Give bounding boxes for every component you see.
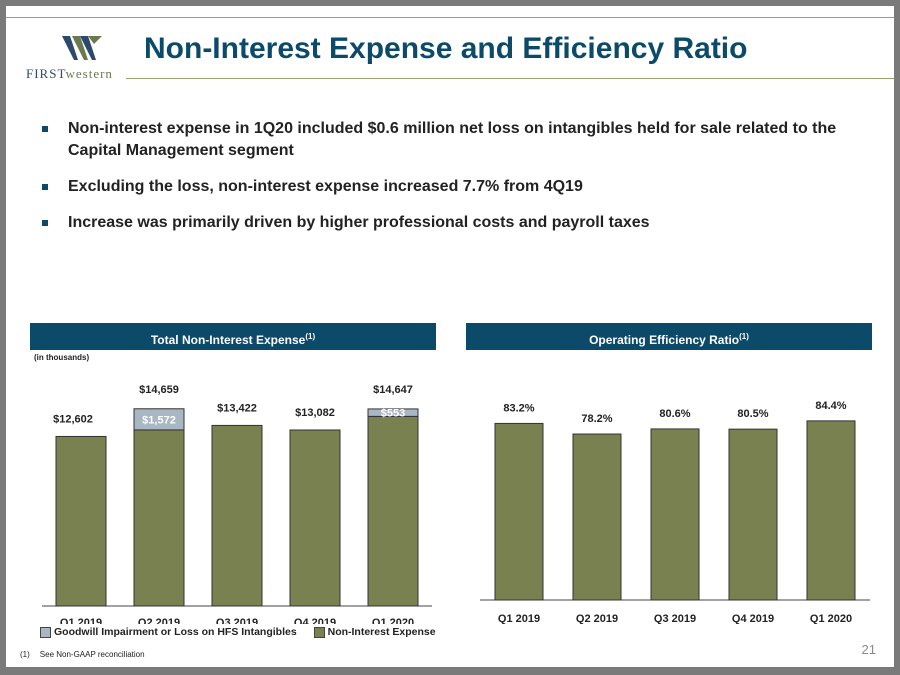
x-tick-label-0: Q1 2019 [498,613,540,624]
bar-goodwill-4 [367,408,419,417]
total-label-3: $13,082 [295,407,335,419]
bar-nie-0 [55,435,107,607]
legend-label-goodwill: Goodwill Impairment or Loss on HFS Intan… [54,626,297,638]
bullet-square-icon [42,184,48,190]
x-tick-label-2: Q3 2019 [216,617,258,624]
non-interest-expense-chart: $12,602 Q1 2019 $1,572 $14,659 Q2 2019 $13,42… [42,384,432,624]
bar-efficiency-0 [494,422,544,601]
legend-swatch-goodwill [40,626,51,638]
footnote-marker: (1) [20,650,30,659]
value-label-1: 78.2% [581,413,612,425]
slide: FIRSTwestern Non-Interest Expense and Ef… [6,6,894,667]
value-label-3: 80.5% [737,408,768,420]
first-western-logo-icon [62,36,102,60]
bullet-square-icon [42,126,48,132]
x-tick-label-3: Q4 2019 [732,613,774,624]
page-title: Non-Interest Expense and Efficiency Rati… [144,32,748,65]
legend-label-nie: Non-Interest Expense [327,626,436,638]
top-rule [6,17,894,18]
bar-nie-2 [211,424,263,607]
x-tick-label-3: Q4 2019 [294,617,336,624]
units-label: (in thousands) [34,353,90,362]
footnote: (1) See Non-GAAP reconciliation [20,650,145,659]
bullet-item: Increase was primarily driven by higher … [40,212,870,234]
value-label-0: 83.2% [503,402,534,414]
bar-nie-1 [133,429,185,607]
segment-label-1: $1,572 [142,414,176,426]
segment-label-4: $553 [381,408,405,420]
logo-wordmark: FIRSTwestern [26,66,113,82]
right-panel-title: Operating Efficiency Ratio [589,333,740,347]
logo-text-first: FIRST [26,66,66,81]
logo-text-western: western [65,66,113,81]
bar-efficiency-4 [806,420,856,601]
value-label-4: 84.4% [815,400,846,412]
total-label-4: $14,647 [373,384,413,396]
efficiency-ratio-chart: 83.2% Q1 2019 78.2% Q2 2019 80.6% Q3 2019 80.5… [480,400,870,624]
bar-goodwill-1 [133,408,185,431]
bar-efficiency-2 [650,428,700,601]
bar-efficiency-3 [728,428,778,601]
x-tick-label-1: Q2 2019 [576,613,618,624]
bullet-list: Non-interest expense in 1Q20 included $0… [40,118,870,248]
x-tick-label-4: Q1 2020 [372,617,414,624]
bullet-square-icon [42,220,48,226]
legend-item-nie: Non-Interest Expense [313,626,436,638]
value-label-2: 80.6% [659,408,690,420]
left-panel-title-sup: (1) [305,332,316,341]
footnote-text: See Non-GAAP reconciliation [39,650,145,659]
bullet-item: Excluding the loss, non-interest expense… [40,176,870,198]
header-rule [126,78,894,79]
bar-nie-3 [289,429,341,607]
legend-item-goodwill: Goodwill Impairment or Loss on HFS Intan… [40,626,297,638]
bar-nie-4 [367,415,419,607]
page-number: 21 [861,642,876,657]
legend-swatch-nie [313,626,325,638]
total-label-1: $14,659 [139,384,179,396]
total-label-2: $13,422 [217,402,257,414]
total-label-0: $12,602 [53,413,93,425]
x-tick-label-4: Q1 2020 [810,613,852,624]
left-panel-title: Total Non-Interest Expense [150,333,306,347]
x-tick-label-2: Q3 2019 [654,613,696,624]
bullet-item: Non-interest expense in 1Q20 included $0… [40,118,870,162]
right-panel-title-sup: (1) [739,332,749,341]
bar-efficiency-1 [572,433,622,601]
right-panel-header: Operating Efficiency Ratio(1) [466,323,872,350]
x-tick-label-0: Q1 2019 [60,617,102,624]
chart-legend: Goodwill Impairment or Loss on HFS Intan… [40,626,450,641]
left-panel-header: Total Non-Interest Expense(1) [30,323,436,350]
x-tick-label-1: Q2 2019 [138,617,180,624]
